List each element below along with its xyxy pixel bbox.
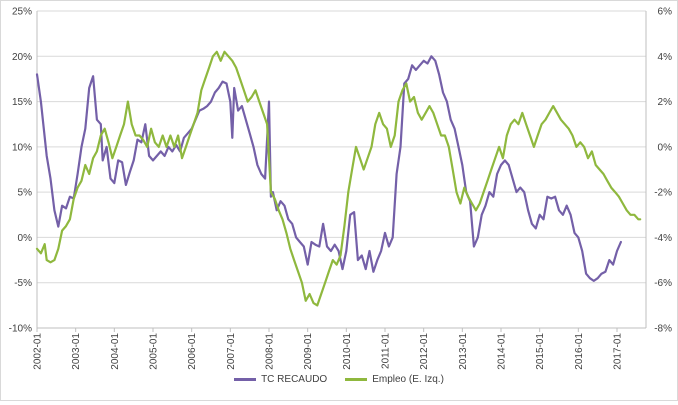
left-tick-label: -10% [9, 324, 32, 335]
right-tick-label: -8% [654, 324, 672, 335]
series-line-empleo [35, 50, 642, 307]
left-tick-label: -5% [14, 278, 32, 289]
x-tick-label: 2004-01 [110, 333, 121, 370]
left-tick-label: 20% [12, 52, 32, 63]
left-tick-label: 10% [12, 142, 32, 153]
right-axis-tick-labels: -8% -6% -4% -2% 0% 2% 4% 6% [654, 7, 672, 335]
left-tick-label: 5% [18, 188, 33, 199]
legend-swatch-empleo [345, 378, 368, 381]
right-tick-label: -6% [654, 278, 672, 289]
x-tick-label: 2010-01 [342, 333, 353, 370]
legend: TC RECAUDO Empleo (E. Izq.) [0, 374, 678, 385]
left-tick-label: 0% [18, 233, 33, 244]
x-tick-label: 2017-01 [613, 333, 624, 370]
x-tick-label: 2015-01 [535, 333, 546, 370]
legend-item-empleo: Empleo (E. Izq.) [345, 374, 444, 385]
right-tick-label: -4% [654, 233, 672, 244]
series-line-tc [35, 55, 623, 282]
right-tick-label: 6% [658, 7, 673, 18]
x-axis-tick-labels: 2002-01 2003-01 2004-01 2005-01 2006-01 2007-… [33, 328, 624, 370]
x-tick-label: 2014-01 [497, 333, 508, 370]
legend-label-tc-recaudo: TC RECAUDO [261, 374, 328, 385]
x-tick-label: 2011-01 [381, 333, 392, 369]
gridlines [36, 10, 647, 329]
x-tick-label: 2007-01 [226, 333, 237, 370]
right-tick-label: 0% [658, 142, 673, 153]
right-tick-label: -2% [654, 188, 672, 199]
x-tick-label: 2002-01 [33, 333, 44, 370]
legend-swatch-tc-recaudo [234, 378, 257, 381]
legend-item-tc-recaudo: TC RECAUDO [234, 374, 327, 385]
series-lines [35, 50, 642, 307]
left-tick-label: 25% [12, 7, 32, 18]
x-tick-label: 2012-01 [419, 333, 430, 370]
x-tick-label: 2013-01 [458, 333, 469, 370]
x-tick-label: 2009-01 [303, 333, 314, 370]
x-tick-label: 2006-01 [187, 333, 198, 370]
x-tick-label: 2003-01 [71, 333, 82, 370]
x-tick-label: 2016-01 [574, 333, 585, 370]
left-axis-tick-labels: -10% -5% 0% 5% 10% 15% 20% 25% [9, 7, 32, 335]
right-tick-label: 2% [658, 97, 673, 108]
x-tick-label: 2005-01 [149, 333, 160, 370]
legend-label-empleo: Empleo (E. Izq.) [372, 374, 444, 385]
left-tick-label: 15% [12, 97, 32, 108]
right-tick-label: 4% [658, 52, 673, 63]
x-tick-label: 2008-01 [265, 333, 276, 370]
